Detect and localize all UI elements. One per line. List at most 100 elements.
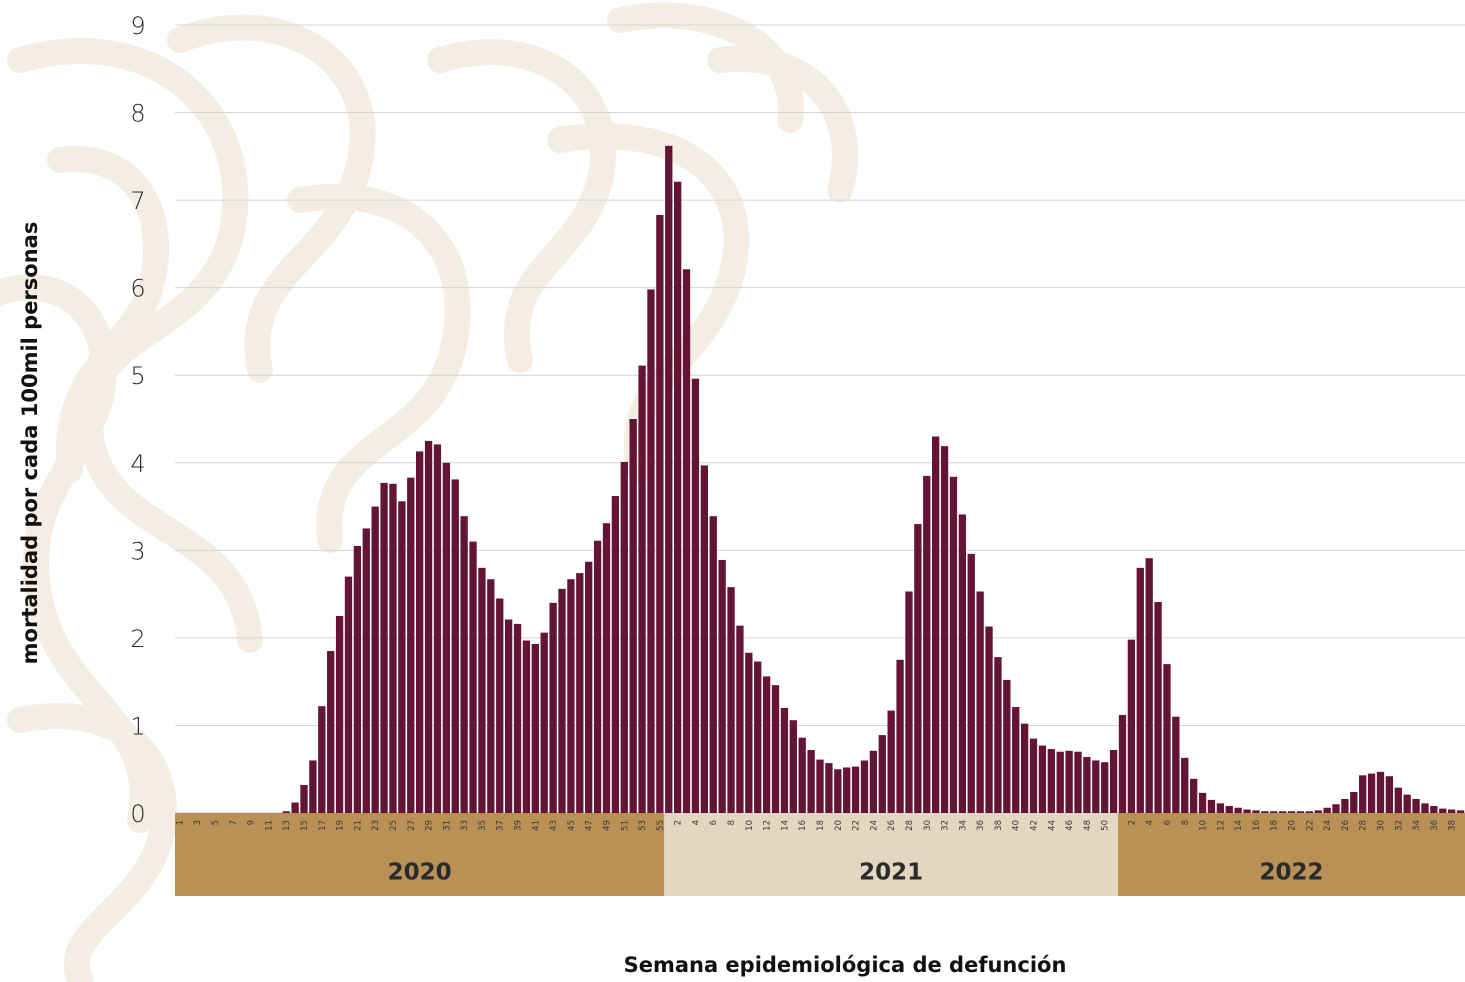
bar bbox=[1003, 679, 1011, 813]
bar bbox=[424, 440, 433, 813]
bar bbox=[1020, 723, 1029, 813]
x-tick-label: 43 bbox=[549, 820, 559, 831]
bar bbox=[1359, 775, 1367, 813]
bar bbox=[1376, 771, 1385, 813]
bar bbox=[825, 763, 833, 813]
bar bbox=[1118, 714, 1127, 813]
x-tick-label: 51 bbox=[620, 820, 630, 831]
bar bbox=[327, 651, 335, 813]
bar bbox=[1403, 794, 1411, 813]
x-tick-label: 40 bbox=[1012, 820, 1022, 831]
bar bbox=[460, 516, 468, 813]
bar bbox=[1439, 808, 1447, 813]
y-axis-ticks: 0 1 2 3 4 5 6 7 8 9 bbox=[130, 12, 145, 828]
bar bbox=[1047, 749, 1055, 813]
bar bbox=[496, 598, 504, 813]
x-tick-label: 24 bbox=[869, 820, 879, 831]
bar bbox=[932, 436, 940, 813]
x-tick-label: 20 bbox=[834, 820, 844, 831]
bar bbox=[593, 540, 602, 813]
bar bbox=[611, 496, 620, 813]
bar bbox=[318, 706, 326, 813]
bar bbox=[407, 477, 415, 813]
y-tick-label: 3 bbox=[130, 537, 145, 565]
x-tick-label: 22 bbox=[1305, 820, 1315, 831]
x-tick-label: 38 bbox=[994, 820, 1004, 831]
year-label: 2020 bbox=[388, 860, 452, 886]
bar bbox=[1243, 809, 1251, 813]
year-band-2021 bbox=[664, 813, 1119, 896]
bar bbox=[1198, 792, 1207, 813]
x-tick-label: 14 bbox=[780, 820, 790, 831]
bar bbox=[727, 587, 735, 813]
bar bbox=[442, 462, 450, 813]
x-tick-label: 14 bbox=[1234, 820, 1244, 831]
bar bbox=[1065, 750, 1073, 813]
bar bbox=[1270, 811, 1278, 813]
bar bbox=[1305, 811, 1313, 813]
bar bbox=[1154, 601, 1162, 813]
bar bbox=[1190, 778, 1198, 813]
x-tick-label: 12 bbox=[1216, 820, 1226, 831]
x-tick-label: 10 bbox=[745, 820, 755, 831]
x-tick-label: 10 bbox=[1199, 820, 1209, 831]
y-axis-label: mortalidad por cada 100mil personas bbox=[18, 221, 42, 665]
x-tick-label: 18 bbox=[1270, 820, 1280, 831]
x-tick-label: 30 bbox=[923, 820, 933, 831]
bar bbox=[433, 444, 442, 813]
x-tick-label: 8 bbox=[1181, 820, 1191, 825]
x-tick-label: 2 bbox=[1127, 820, 1137, 825]
bar bbox=[1136, 567, 1144, 813]
bar bbox=[656, 215, 664, 813]
bar bbox=[994, 657, 1002, 813]
bar bbox=[789, 720, 797, 813]
x-tick-label: 42 bbox=[1030, 820, 1040, 831]
bar bbox=[718, 559, 726, 813]
bar bbox=[923, 475, 931, 813]
x-tick-label: 20 bbox=[1288, 820, 1298, 831]
x-tick-label: 15 bbox=[300, 820, 310, 831]
bar bbox=[1056, 751, 1064, 813]
y-tick-label: 2 bbox=[130, 625, 145, 653]
year-label: 2021 bbox=[859, 860, 923, 886]
bar bbox=[638, 365, 646, 813]
bar bbox=[949, 476, 958, 813]
bar bbox=[878, 735, 886, 813]
x-tick-label: 5 bbox=[211, 820, 221, 825]
bar bbox=[887, 710, 895, 813]
bar bbox=[967, 553, 975, 813]
x-tick-label: 1 bbox=[175, 820, 185, 825]
bar bbox=[976, 591, 984, 813]
bar bbox=[780, 707, 789, 813]
x-tick-label: 41 bbox=[531, 820, 541, 831]
bar bbox=[398, 501, 406, 813]
bar bbox=[362, 528, 370, 813]
bar bbox=[1278, 811, 1287, 813]
bars bbox=[282, 145, 1465, 814]
x-tick-label: 23 bbox=[371, 820, 381, 831]
bar bbox=[851, 766, 860, 813]
bar bbox=[1341, 798, 1349, 813]
bar bbox=[629, 419, 637, 813]
x-tick-label: 6 bbox=[1163, 820, 1173, 825]
bar bbox=[309, 760, 317, 813]
bar bbox=[1109, 749, 1118, 813]
y-tick-label: 6 bbox=[130, 275, 145, 303]
y-tick-label: 7 bbox=[130, 187, 145, 215]
x-tick-label: 13 bbox=[282, 820, 292, 831]
x-tick-label: 32 bbox=[1394, 820, 1404, 831]
bar bbox=[1287, 811, 1296, 813]
x-axis-label: Semana epidemiológica de defunción bbox=[623, 953, 1067, 977]
x-tick-label: 37 bbox=[496, 820, 506, 831]
bar bbox=[985, 626, 993, 813]
bar bbox=[567, 579, 575, 813]
x-tick-label: 21 bbox=[353, 820, 363, 831]
year-bands: 2020 2021 2022 bbox=[175, 813, 1465, 896]
bar bbox=[754, 661, 762, 813]
bar bbox=[816, 759, 824, 813]
bar bbox=[300, 784, 308, 813]
x-tick-label: 35 bbox=[478, 820, 488, 831]
bar bbox=[344, 576, 353, 813]
bar bbox=[522, 640, 531, 813]
x-tick-label: 39 bbox=[514, 820, 524, 831]
